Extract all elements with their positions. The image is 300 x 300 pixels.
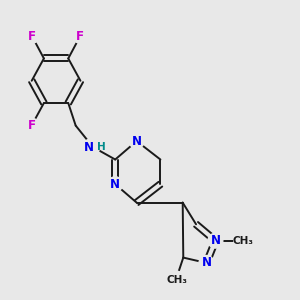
Circle shape (168, 271, 186, 289)
Text: N: N (84, 140, 94, 154)
Circle shape (234, 232, 252, 250)
Text: N: N (110, 178, 120, 191)
Text: CH₃: CH₃ (232, 236, 253, 246)
Text: F: F (76, 30, 84, 43)
Text: N: N (132, 135, 142, 148)
Text: N: N (202, 256, 212, 269)
Circle shape (199, 256, 214, 270)
Circle shape (25, 29, 39, 43)
Text: N: N (210, 234, 220, 247)
Circle shape (129, 134, 144, 148)
Text: F: F (28, 119, 36, 132)
Text: H: H (98, 142, 106, 152)
Circle shape (73, 29, 87, 43)
Circle shape (83, 139, 100, 155)
Circle shape (108, 177, 123, 192)
Text: F: F (28, 30, 36, 43)
Circle shape (25, 118, 39, 133)
Text: CH₃: CH₃ (166, 275, 187, 285)
Circle shape (208, 233, 223, 248)
